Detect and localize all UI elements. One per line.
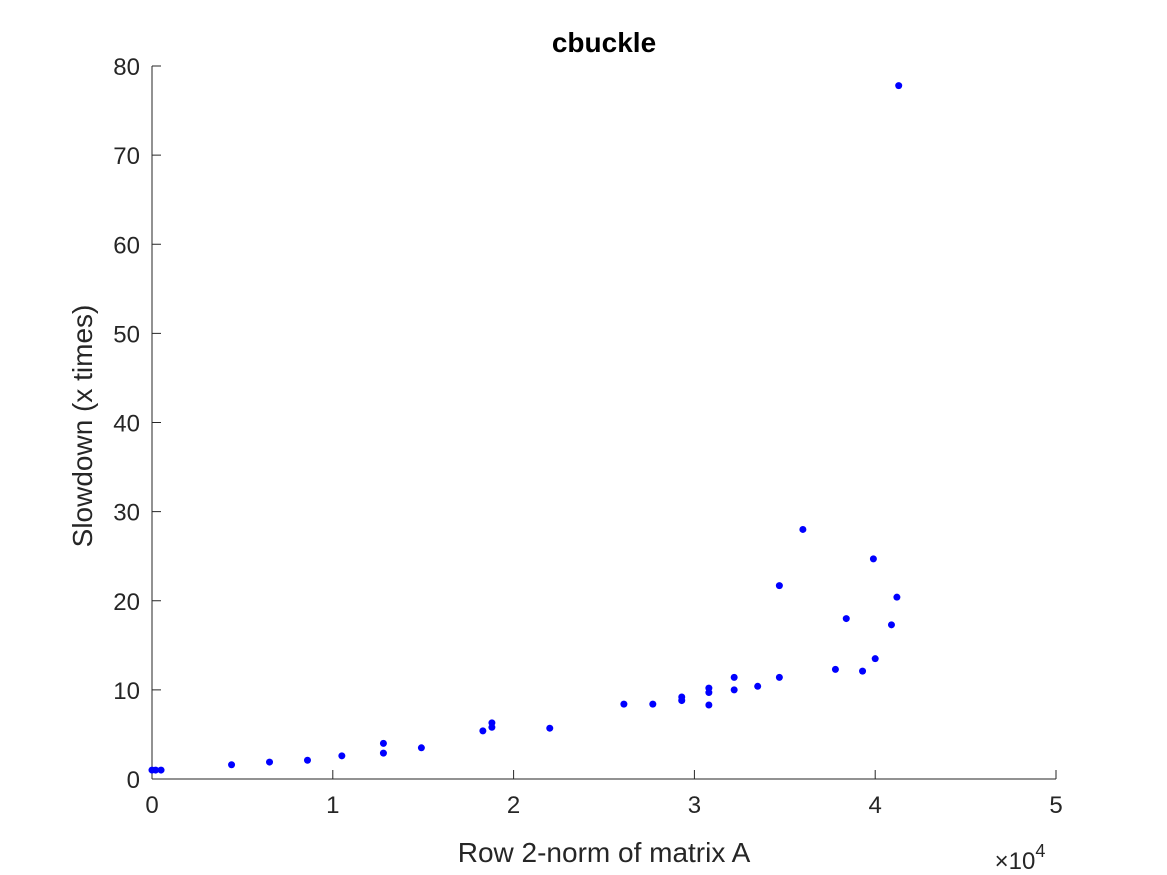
x-exponent-base: 10 bbox=[1009, 848, 1036, 875]
x-exponent-label: ×104 bbox=[995, 841, 1046, 875]
y-axis-label: Slowdown (x times) bbox=[67, 305, 98, 548]
data-point bbox=[869, 555, 877, 563]
data-point bbox=[152, 766, 160, 774]
y-tick-label: 20 bbox=[113, 589, 140, 616]
y-tick-label: 10 bbox=[113, 678, 140, 705]
data-point bbox=[379, 749, 387, 757]
x-tick-label: 3 bbox=[688, 792, 701, 819]
x-tick-label: 4 bbox=[869, 792, 882, 819]
data-point bbox=[775, 582, 783, 590]
data-point bbox=[893, 593, 901, 601]
y-tick-label: 50 bbox=[113, 321, 140, 348]
data-point bbox=[705, 701, 713, 709]
x-tick-label: 5 bbox=[1049, 792, 1062, 819]
y-tick-label: 0 bbox=[127, 767, 140, 794]
y-ticks: 0 10 20 30 40 50 60 70 80 bbox=[113, 54, 161, 794]
data-point bbox=[871, 655, 879, 663]
x-ticks: 0 1 2 3 4 5 bbox=[145, 770, 1063, 819]
data-point bbox=[417, 744, 425, 752]
data-point bbox=[649, 700, 657, 708]
data-point bbox=[705, 684, 713, 692]
data-point bbox=[488, 719, 496, 727]
data-point bbox=[842, 615, 850, 623]
data-point bbox=[754, 682, 762, 690]
data-point bbox=[157, 766, 165, 774]
data-point bbox=[730, 673, 738, 681]
data-point bbox=[775, 673, 783, 681]
x-tick-label: 2 bbox=[507, 792, 520, 819]
chart-title: cbuckle bbox=[552, 27, 656, 58]
data-point bbox=[859, 667, 867, 675]
data-point bbox=[620, 700, 628, 708]
data-points bbox=[148, 82, 903, 774]
data-point bbox=[338, 752, 346, 760]
x-axis-label: Row 2-norm of matrix A bbox=[458, 837, 751, 868]
data-point bbox=[266, 758, 274, 766]
y-tick-label: 70 bbox=[113, 143, 140, 170]
data-point bbox=[303, 756, 311, 764]
data-point bbox=[546, 724, 554, 732]
data-point bbox=[479, 727, 487, 735]
y-tick-label: 40 bbox=[113, 411, 140, 438]
data-point bbox=[228, 761, 236, 769]
x-tick-label: 1 bbox=[326, 792, 339, 819]
y-tick-label: 30 bbox=[113, 500, 140, 527]
data-point bbox=[887, 621, 895, 629]
data-point bbox=[895, 82, 903, 90]
x-exponent-prefix: × bbox=[995, 848, 1009, 875]
data-point bbox=[730, 686, 738, 694]
x-tick-label: 0 bbox=[145, 792, 158, 819]
data-point bbox=[831, 665, 839, 673]
data-point bbox=[799, 525, 807, 533]
y-tick-label: 60 bbox=[113, 232, 140, 259]
x-exponent-power: 4 bbox=[1035, 841, 1045, 861]
data-point bbox=[379, 739, 387, 747]
y-tick-label: 80 bbox=[113, 54, 140, 81]
data-point bbox=[678, 693, 686, 701]
axes bbox=[151, 66, 1056, 780]
